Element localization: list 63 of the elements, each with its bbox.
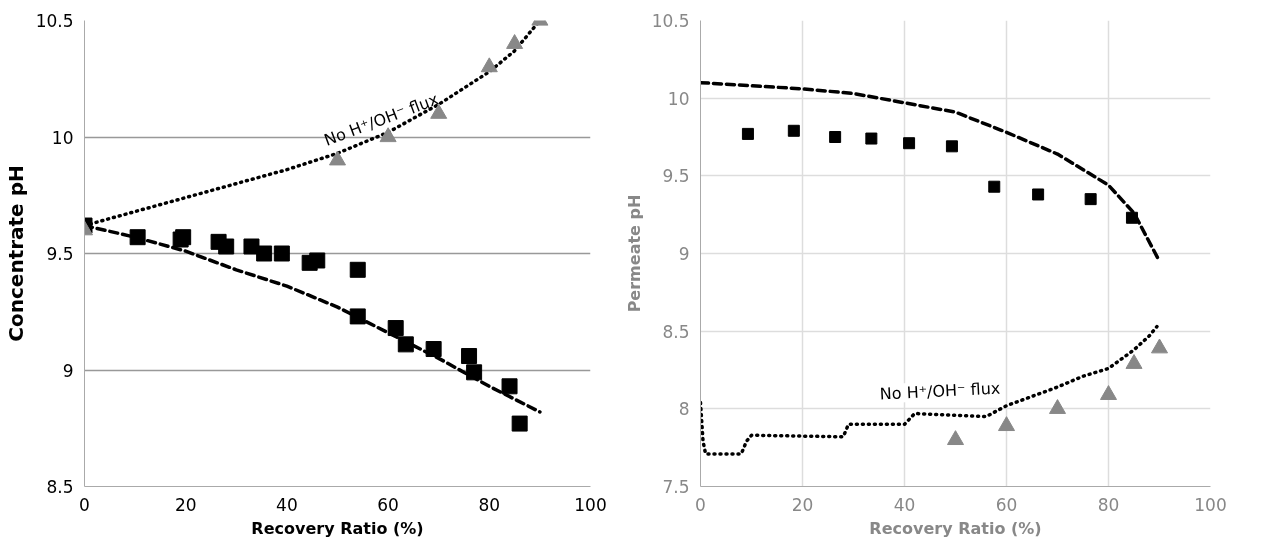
point [501, 378, 518, 395]
point [397, 336, 414, 353]
annotation: No H⁺/OH⁻ flux [879, 378, 1001, 404]
x-tick-label: 60 [995, 494, 1018, 515]
x-tick-label: 40 [276, 494, 298, 515]
x-tick-label: 100 [574, 494, 607, 515]
point [511, 415, 528, 432]
point [1125, 354, 1143, 369]
x-axis-title: Recovery Ratio (%) [869, 518, 1042, 538]
point [218, 238, 235, 255]
point [387, 320, 404, 337]
x-tick-label: 0 [695, 494, 706, 515]
point [461, 348, 478, 365]
point [349, 308, 366, 325]
x-tick-label: 20 [791, 494, 814, 515]
point [1049, 399, 1066, 414]
point [988, 180, 1001, 193]
point [741, 127, 754, 140]
point [1100, 385, 1117, 400]
y-axis-title: Concentrate pH [3, 165, 28, 342]
point [480, 57, 498, 73]
y-tick-label: 10 [667, 88, 690, 109]
y-tick-label: 10 [51, 127, 74, 148]
y-tick-label: 7.5 [662, 477, 690, 497]
point [273, 245, 290, 262]
point [466, 364, 483, 381]
x-tick-label: 40 [893, 494, 916, 515]
y-tick-label: 9 [62, 360, 74, 381]
point [425, 341, 442, 358]
x-tick-label: 60 [377, 494, 399, 515]
point [506, 34, 524, 49]
point [1084, 193, 1097, 206]
y-tick-label: 8 [678, 399, 690, 420]
line-series [700, 324, 1159, 456]
point [1125, 211, 1138, 224]
x-axis-title: Recovery Ratio (%) [251, 518, 424, 538]
y-tick-label: 8.5 [662, 321, 690, 342]
x-tick-label: 80 [1097, 494, 1120, 515]
point [903, 137, 916, 150]
point [1151, 338, 1168, 354]
point [787, 124, 800, 137]
point [1032, 188, 1045, 201]
point [865, 132, 878, 145]
point [256, 245, 273, 262]
point [945, 140, 958, 153]
y-tick-label: 9.5 [46, 244, 74, 264]
x-tick-label: 80 [478, 494, 501, 515]
point [829, 131, 842, 143]
point [947, 430, 964, 446]
x-tick-label: 20 [174, 494, 197, 515]
y-tick-label: 9.5 [662, 166, 690, 187]
y-tick-label: 10.5 [35, 11, 74, 31]
y-tick-label: 9 [678, 244, 690, 264]
point [998, 416, 1015, 432]
y-tick-label: 8.5 [46, 477, 74, 497]
x-tick-label: 0 [79, 494, 90, 515]
y-axis-title: Permeate pH [624, 194, 644, 313]
x-tick-label: 100 [1194, 494, 1227, 515]
point [129, 229, 146, 246]
point [349, 261, 366, 278]
point [309, 252, 326, 269]
point [329, 150, 346, 166]
y-tick-label: 10.5 [651, 11, 690, 31]
